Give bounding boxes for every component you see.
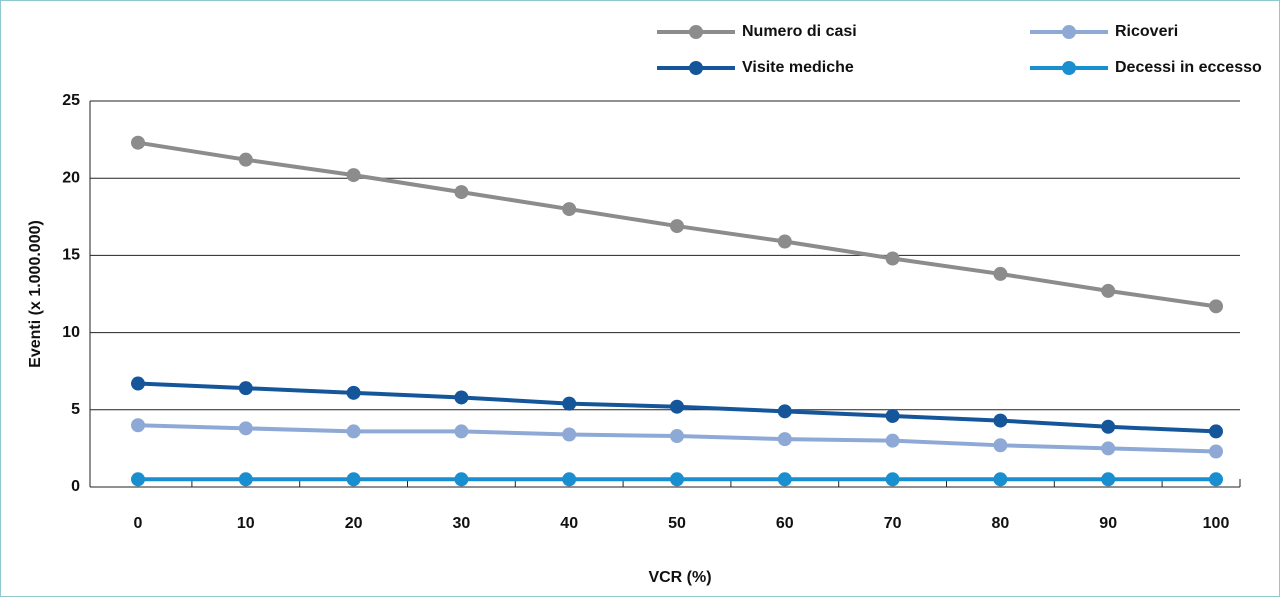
data-point [131, 376, 145, 391]
x-tick-label: 0 [134, 515, 143, 532]
legend-label: Numero di casi [742, 23, 857, 40]
y-tick-label: 15 [62, 247, 80, 264]
data-point [885, 472, 900, 487]
data-point [238, 472, 253, 487]
data-point [346, 385, 361, 400]
data-point [777, 234, 792, 249]
data-point [346, 168, 361, 183]
data-point [993, 438, 1008, 453]
data-point [238, 381, 253, 396]
data-point [454, 424, 469, 439]
x-tick-label: 80 [992, 515, 1010, 532]
data-point [131, 418, 145, 433]
y-tick-label: 5 [71, 401, 80, 418]
legend-label: Decessi in eccesso [1115, 59, 1262, 76]
x-tick-label: 100 [1203, 515, 1230, 532]
data-point [131, 472, 145, 487]
x-tick-label: 20 [345, 515, 363, 532]
data-point [238, 421, 253, 436]
legend-marker [689, 61, 703, 75]
data-point [777, 432, 792, 447]
data-point [562, 472, 577, 487]
legend-label: Ricoveri [1115, 23, 1178, 40]
data-point [670, 219, 684, 234]
y-tick-label: 10 [62, 324, 80, 341]
data-point [131, 135, 145, 150]
x-tick-label: 40 [560, 515, 578, 532]
data-point [346, 472, 361, 487]
y-tick-label: 25 [62, 92, 80, 109]
legend-label: Visite mediche [742, 59, 854, 76]
x-tick-label: 70 [884, 515, 902, 532]
x-tick-label: 90 [1099, 515, 1117, 532]
data-point [562, 202, 577, 217]
data-point [993, 472, 1008, 487]
data-point [1101, 472, 1116, 487]
legend-marker [689, 25, 703, 39]
data-point [670, 429, 684, 444]
data-point [885, 433, 900, 448]
legend-marker [1062, 25, 1076, 39]
y-tick-label: 20 [62, 169, 80, 186]
legend-marker [1062, 61, 1076, 75]
data-point [670, 399, 684, 414]
data-point [454, 390, 469, 405]
data-point [1101, 419, 1116, 434]
data-point [1209, 444, 1223, 459]
data-point [1209, 424, 1223, 439]
x-tick-label: 60 [776, 515, 794, 532]
data-point [777, 404, 792, 419]
data-point [993, 266, 1008, 281]
data-point [1209, 299, 1223, 314]
data-point [562, 396, 577, 411]
y-tick-label: 0 [71, 478, 80, 495]
data-point [777, 472, 792, 487]
data-point [993, 413, 1008, 428]
x-tick-label: 50 [668, 515, 686, 532]
data-point [1209, 472, 1223, 487]
data-point [562, 427, 577, 442]
data-point [238, 152, 253, 167]
data-point [885, 251, 900, 266]
data-point [454, 185, 469, 200]
x-tick-label: 10 [237, 515, 255, 532]
data-point [346, 424, 361, 439]
data-point [1101, 441, 1116, 456]
data-point [454, 472, 469, 487]
data-point [885, 408, 900, 423]
x-tick-label: 30 [453, 515, 471, 532]
y-axis-label: Eventi (x 1.000.000) [27, 220, 44, 368]
x-axis-label: VCR (%) [648, 569, 711, 586]
data-point [670, 472, 684, 487]
data-point [1101, 283, 1116, 298]
